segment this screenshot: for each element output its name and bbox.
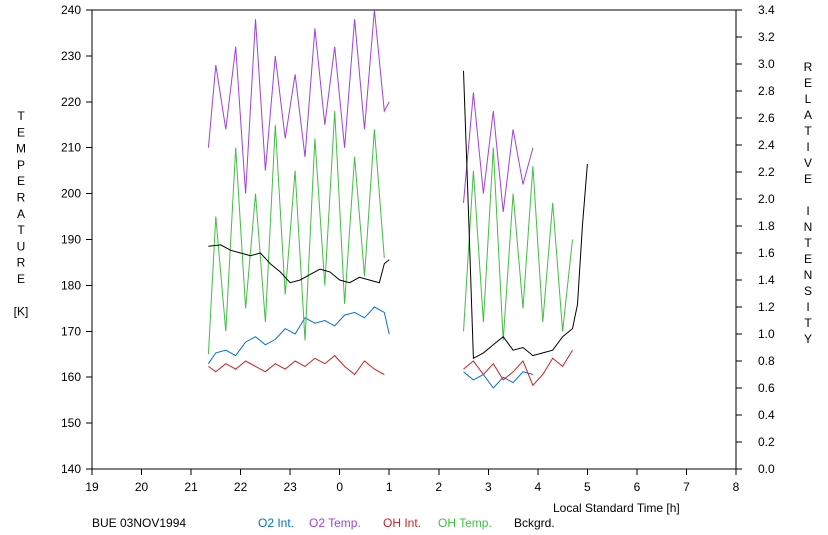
series-line-o2-temp: [463, 92, 534, 213]
legend-item-o2-int: O2 Int.: [258, 516, 294, 530]
x-axis-title: Local Standard Time [h]: [553, 501, 680, 515]
station-date-label: BUE 03NOV1994: [92, 516, 186, 530]
y-right-title-char: I: [806, 140, 809, 154]
y-right-title-char: V: [804, 156, 812, 170]
y-left-title-char: T: [17, 109, 25, 123]
y-right-tick-label: 2.4: [758, 138, 775, 152]
y-left-tick-label: 160: [61, 370, 81, 384]
y-right-tick-label: 3.4: [758, 3, 775, 17]
y-left-title-char: E: [17, 272, 25, 286]
y-left-title-char: R: [17, 256, 26, 270]
y-right-tick-label: 3.2: [758, 30, 775, 44]
y-right-title-char: E: [804, 172, 812, 186]
legend-item-o2-temp: O2 Temp.: [309, 516, 361, 530]
y-left-tick-label: 140: [61, 462, 81, 476]
y-left-title-char: T: [17, 223, 25, 237]
y-left-tick-label: 230: [61, 49, 81, 63]
legend: O2 Int. O2 Temp. OH Int. OH Temp. Bckgrd.: [258, 516, 555, 530]
y-right-title-char: A: [804, 108, 812, 122]
y-right-tick-label: 0.4: [758, 408, 775, 422]
y-left-tick-label: 190: [61, 233, 81, 247]
x-tick-label: 0: [336, 480, 343, 494]
x-tick-label: 19: [85, 480, 99, 494]
series-line-oh-temp: [463, 147, 573, 341]
y-right-title-char: L: [805, 92, 812, 106]
tick-layer: 19 20 21 22 23 0 1 2 3 4 5 6 7 8140150160170180190200…: [61, 3, 775, 494]
x-tick-label: 20: [135, 480, 149, 494]
y-right-tick-label: 0.0: [758, 462, 775, 476]
y-right-title-char: R: [804, 60, 813, 74]
y-right-tick-label: 1.8: [758, 219, 775, 233]
y-left-title-char: [K]: [14, 305, 29, 319]
y-right-title-char: S: [804, 284, 812, 298]
y-right-title-char: T: [804, 236, 812, 250]
y-left-title-char: R: [17, 191, 26, 205]
y-right-tick-label: 1.0: [758, 327, 775, 341]
y-right-tick-label: 2.6: [758, 111, 775, 125]
y-right-title-char: I: [806, 204, 809, 218]
series-line-oh-int: [463, 349, 573, 387]
legend-item-oh-int: OH Int.: [383, 516, 421, 530]
y-right-tick-label: 1.6: [758, 246, 775, 260]
y-right-title-char: N: [804, 268, 813, 282]
y-right-tick-label: 2.2: [758, 165, 775, 179]
series-line-o2-int: [463, 371, 534, 389]
x-tick-label: 4: [535, 480, 542, 494]
y-left-tick-label: 180: [61, 278, 81, 292]
series-line-oh-temp: [207, 110, 385, 355]
y-right-tick-label: 0.8: [758, 354, 775, 368]
y-left-tick-label: 170: [61, 324, 81, 338]
y-left-title-char: E: [17, 174, 25, 188]
y-right-tick-label: 2.8: [758, 84, 775, 98]
y-left-title-char: E: [17, 125, 25, 139]
y-left-title-char: A: [17, 207, 25, 221]
y-left-tick-label: 200: [61, 187, 81, 201]
chart-axes: [91, 9, 737, 470]
y-right-title-char: T: [804, 124, 812, 138]
x-tick-label: 7: [683, 480, 690, 494]
series-line-o2-temp: [207, 9, 390, 194]
x-tick-label: 2: [435, 480, 442, 494]
y-left-tick-label: 150: [61, 416, 81, 430]
y-left-title-char: M: [16, 142, 26, 156]
y-right-title-char: Y: [804, 332, 812, 346]
legend-item-oh-temp: OH Temp.: [438, 516, 492, 530]
y-left-tick-label: 220: [61, 95, 81, 109]
y-left-title-char: U: [17, 239, 26, 253]
y-left-tick-label: 210: [61, 141, 81, 155]
y-right-tick-label: 3.0: [758, 57, 775, 71]
series-layer: [207, 9, 588, 389]
x-tick-label: 22: [234, 480, 248, 494]
legend-item-bckgrd: Bckgrd.: [514, 516, 555, 530]
y-right-tick-label: 0.6: [758, 381, 775, 395]
x-tick-label: 6: [634, 480, 641, 494]
x-tick-label: 1: [386, 480, 393, 494]
y-right-tick-label: 1.2: [758, 300, 775, 314]
y-right-title-char: E: [804, 76, 812, 90]
y-left-title-char: P: [17, 158, 25, 172]
x-tick-label: 23: [283, 480, 297, 494]
y-right-tick-label: 0.2: [758, 435, 775, 449]
y-right-title-char: N: [804, 220, 813, 234]
y-right-title-char: T: [804, 316, 812, 330]
y-right-tick-label: 2.0: [758, 192, 775, 206]
y-right-title-char: I: [806, 300, 809, 314]
x-tick-label: 5: [584, 480, 591, 494]
series-line-o2-int: [207, 306, 390, 364]
series-line-bckgrd: [208, 244, 390, 284]
series-line-oh-int: [208, 354, 385, 376]
x-tick-label: 3: [485, 480, 492, 494]
y-left-tick-label: 240: [61, 3, 81, 17]
y-right-title-char: E: [804, 252, 812, 266]
y-right-tick-label: 1.4: [758, 273, 775, 287]
series-line-bckgrd: [463, 70, 588, 360]
x-tick-label: 8: [733, 480, 740, 494]
x-tick-label: 21: [184, 480, 198, 494]
